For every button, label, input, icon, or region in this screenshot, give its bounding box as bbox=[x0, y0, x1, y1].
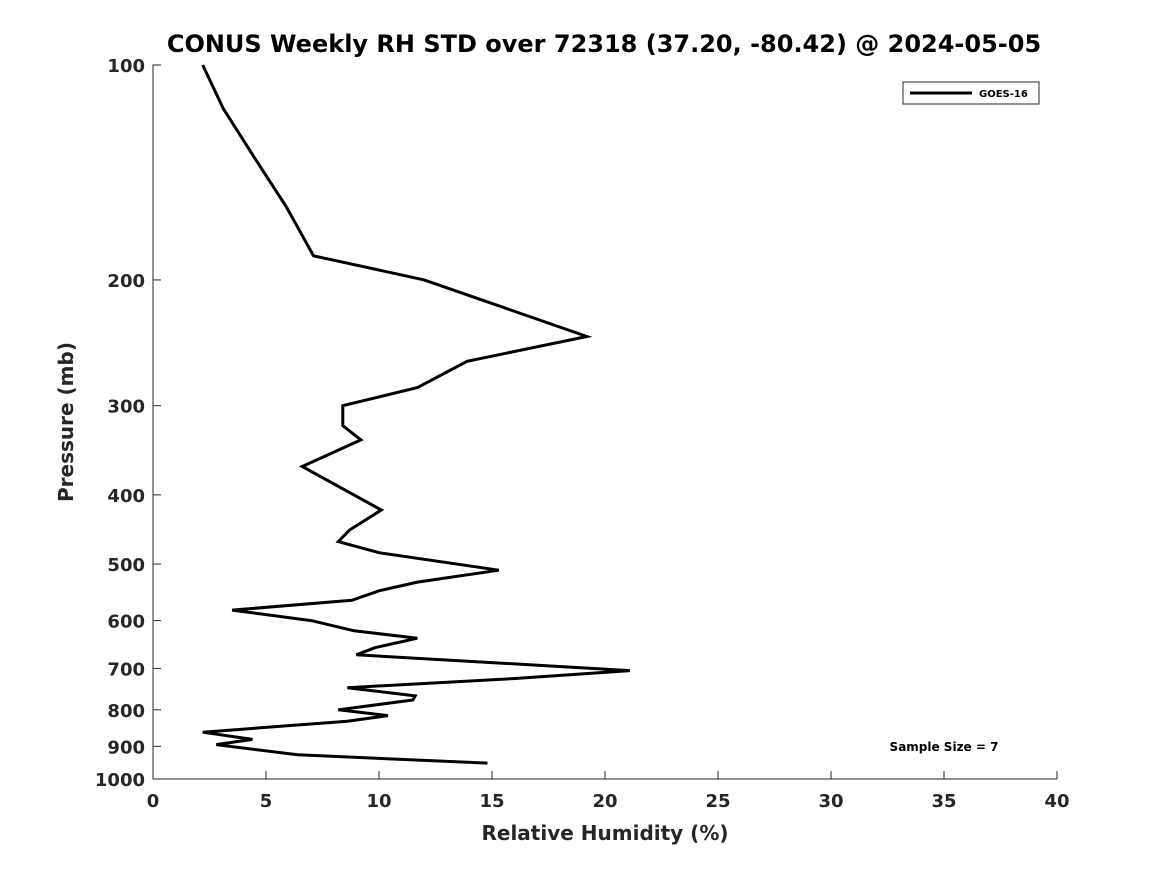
x-tick-label: 30 bbox=[818, 791, 843, 812]
x-ticks: 0 5 10 15 20 25 30 35 40 bbox=[147, 771, 1070, 812]
x-tick-label: 15 bbox=[479, 791, 504, 812]
y-tick-label: 400 bbox=[107, 486, 145, 507]
y-tick-label: 500 bbox=[107, 555, 145, 576]
series-layer bbox=[201, 64, 631, 765]
chart-title: CONUS Weekly RH STD over 72318 (37.20, -… bbox=[167, 30, 1041, 58]
y-tick-label: 900 bbox=[107, 737, 145, 758]
x-tick-label: 25 bbox=[705, 791, 730, 812]
sample-size-annotation: Sample Size = 7 bbox=[890, 740, 999, 754]
series-line-goes-16 bbox=[201, 64, 631, 765]
y-tick-label: 600 bbox=[107, 612, 145, 633]
y-tick-label: 200 bbox=[107, 271, 145, 292]
y-tick-label: 100 bbox=[107, 56, 145, 77]
x-tick-label: 0 bbox=[147, 791, 160, 812]
y-tick-label: 1000 bbox=[95, 770, 145, 791]
legend: GOES-16 bbox=[902, 81, 1040, 105]
y-axis-label: Pressure (mb) bbox=[54, 342, 78, 502]
y-ticks: 100 200 300 400 500 600 700 800 900 1000 bbox=[95, 56, 161, 791]
y-tick-label: 300 bbox=[107, 397, 145, 418]
legend-label-goes-16: GOES-16 bbox=[979, 89, 1028, 100]
x-tick-label: 10 bbox=[366, 791, 391, 812]
plot-area bbox=[153, 65, 1057, 779]
x-tick-label: 20 bbox=[592, 791, 617, 812]
x-tick-label: 35 bbox=[931, 791, 956, 812]
y-tick-label: 700 bbox=[107, 659, 145, 680]
x-axis-label: Relative Humidity (%) bbox=[481, 821, 728, 845]
x-tick-label: 40 bbox=[1044, 791, 1069, 812]
x-tick-label: 5 bbox=[260, 791, 273, 812]
y-tick-label: 800 bbox=[107, 701, 145, 722]
